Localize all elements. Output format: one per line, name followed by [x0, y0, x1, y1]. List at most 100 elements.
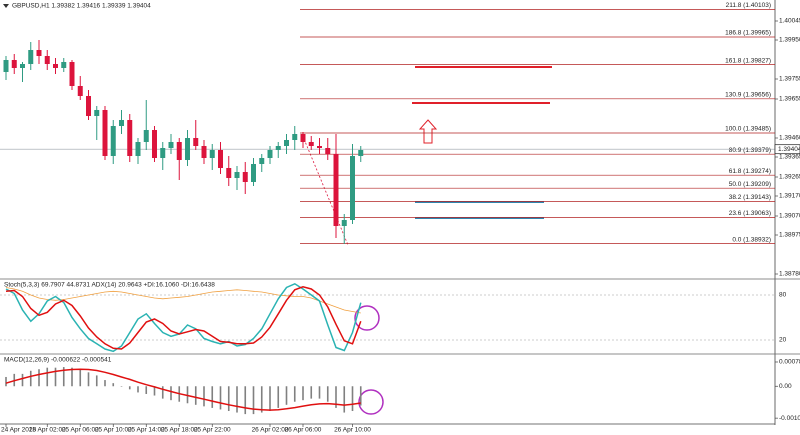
- macd-bar: [170, 386, 172, 401]
- trend-line[interactable]: [303, 138, 349, 246]
- x-tick-label: 25 Apr 14:00: [128, 427, 165, 434]
- candle-body: [308, 142, 314, 146]
- macd-bar: [244, 386, 247, 415]
- candle-body: [11, 60, 17, 68]
- fib-label: 23.6 (1.39063): [729, 210, 771, 217]
- y-tick-label: 1.39170: [779, 193, 800, 200]
- macd-bar: [335, 386, 337, 408]
- y-tick-label: 1.39460: [779, 135, 800, 142]
- candle-body: [341, 220, 347, 226]
- last-price-label: 1.39404: [778, 146, 800, 153]
- macd-bar: [227, 386, 230, 412]
- macd-bar: [359, 386, 362, 406]
- x-tick-label: 26 Apr 06:00: [285, 427, 322, 434]
- macd-bar: [219, 386, 222, 410]
- macd-bar: [310, 386, 313, 399]
- candle-body: [350, 156, 355, 220]
- fib-label: 100.0 (1.39485): [725, 126, 771, 133]
- y-tick-label: 1.39950: [779, 37, 800, 44]
- candle-body: [275, 146, 281, 150]
- macd-bar: [302, 386, 304, 401]
- x-tick-label: 26 Apr 10:00: [334, 427, 371, 434]
- macd-signal: [5, 368, 361, 411]
- y-tick-label: 80: [779, 292, 787, 299]
- macd-bar: [71, 367, 73, 387]
- fib-label: 0.0 (1.38932): [732, 236, 771, 243]
- candle-body: [259, 158, 265, 164]
- fib-label: 211.8 (1.40103): [726, 2, 771, 9]
- macd-bar: [29, 370, 32, 387]
- macd-bar: [21, 373, 24, 387]
- candle-body: [3, 60, 9, 72]
- candle-body: [234, 172, 240, 178]
- y-tick-label: 1.39655: [779, 96, 800, 103]
- candle-body: [185, 138, 190, 160]
- candle-body: [251, 164, 256, 182]
- macd-bar: [79, 369, 82, 387]
- candle-body: [284, 140, 289, 146]
- candle-body: [168, 142, 174, 148]
- macd-bar: [318, 386, 321, 399]
- candle-body: [36, 50, 42, 56]
- y-tick-label: 1.38780: [779, 271, 800, 278]
- macd-bar: [153, 386, 156, 396]
- macd-bar: [269, 386, 271, 412]
- up-arrow[interactable]: [418, 119, 438, 144]
- y-tick-label: 0.000784: [779, 359, 800, 366]
- macd-bar: [38, 369, 40, 387]
- highlight-circle[interactable]: [358, 389, 384, 415]
- macd-bar: [112, 383, 115, 387]
- candle-body: [119, 120, 124, 126]
- y-tick-label: -0.001031: [779, 415, 800, 422]
- x-tick-label: 26 Apr 02:00: [252, 427, 289, 434]
- indicator-line: [5, 286, 362, 350]
- candle-body: [267, 150, 273, 158]
- macd-bar: [277, 386, 280, 408]
- candle-body: [20, 64, 25, 68]
- candle-body: [69, 62, 75, 86]
- candle-body: [44, 56, 50, 64]
- candle-body: [333, 154, 339, 226]
- fib-label: 61.8 (1.39274): [729, 168, 771, 175]
- macd-bar: [95, 375, 98, 387]
- macd-bar: [161, 386, 164, 399]
- macd-bar: [236, 386, 238, 413]
- candle-body: [152, 130, 157, 158]
- y-tick-label: 1.38975: [779, 232, 800, 239]
- highlight-circle[interactable]: [354, 305, 380, 331]
- symbol-dropdown-icon[interactable]: [3, 4, 9, 8]
- fib-label: 186.8 (1.39965): [725, 30, 771, 37]
- y-tick-label: 1.39365: [779, 154, 800, 161]
- macd-bar: [351, 386, 354, 412]
- macd-bar: [46, 367, 49, 387]
- x-tick-label: 24 Apr 2018: [1, 427, 36, 434]
- macd-bar: [211, 386, 214, 408]
- macd-bar: [203, 386, 205, 407]
- candle-body: [28, 50, 34, 64]
- x-tick-label: 25 Apr 06:00: [62, 427, 99, 434]
- macd-bar: [326, 386, 329, 402]
- candle-body: [127, 120, 133, 156]
- macd-bar: [5, 376, 7, 387]
- indicator-line: [5, 282, 362, 353]
- candle-body: [193, 138, 199, 146]
- candle-body: [209, 150, 215, 158]
- last-price-box: [774, 144, 800, 155]
- y-tick-label: 1.39755: [779, 76, 800, 83]
- macd-bar: [54, 367, 57, 387]
- x-tick-label: 25 Apr 02:00: [29, 427, 66, 434]
- macd-bar: [62, 367, 65, 387]
- candle-body: [325, 148, 331, 154]
- macd-bar: [252, 386, 255, 415]
- candle-body: [292, 134, 298, 140]
- candle-body: [226, 168, 232, 178]
- candle-body: [218, 150, 223, 168]
- fib-label: 130.9 (1.39656): [725, 92, 771, 99]
- y-tick-label: 0.00: [779, 383, 792, 390]
- candle-body: [358, 150, 364, 156]
- candle-body: [143, 130, 149, 142]
- macd-bar: [145, 386, 148, 394]
- macd-bar: [137, 386, 139, 393]
- fib-label: 80.9 (1.39379): [729, 147, 771, 154]
- macd-bar: [343, 386, 346, 413]
